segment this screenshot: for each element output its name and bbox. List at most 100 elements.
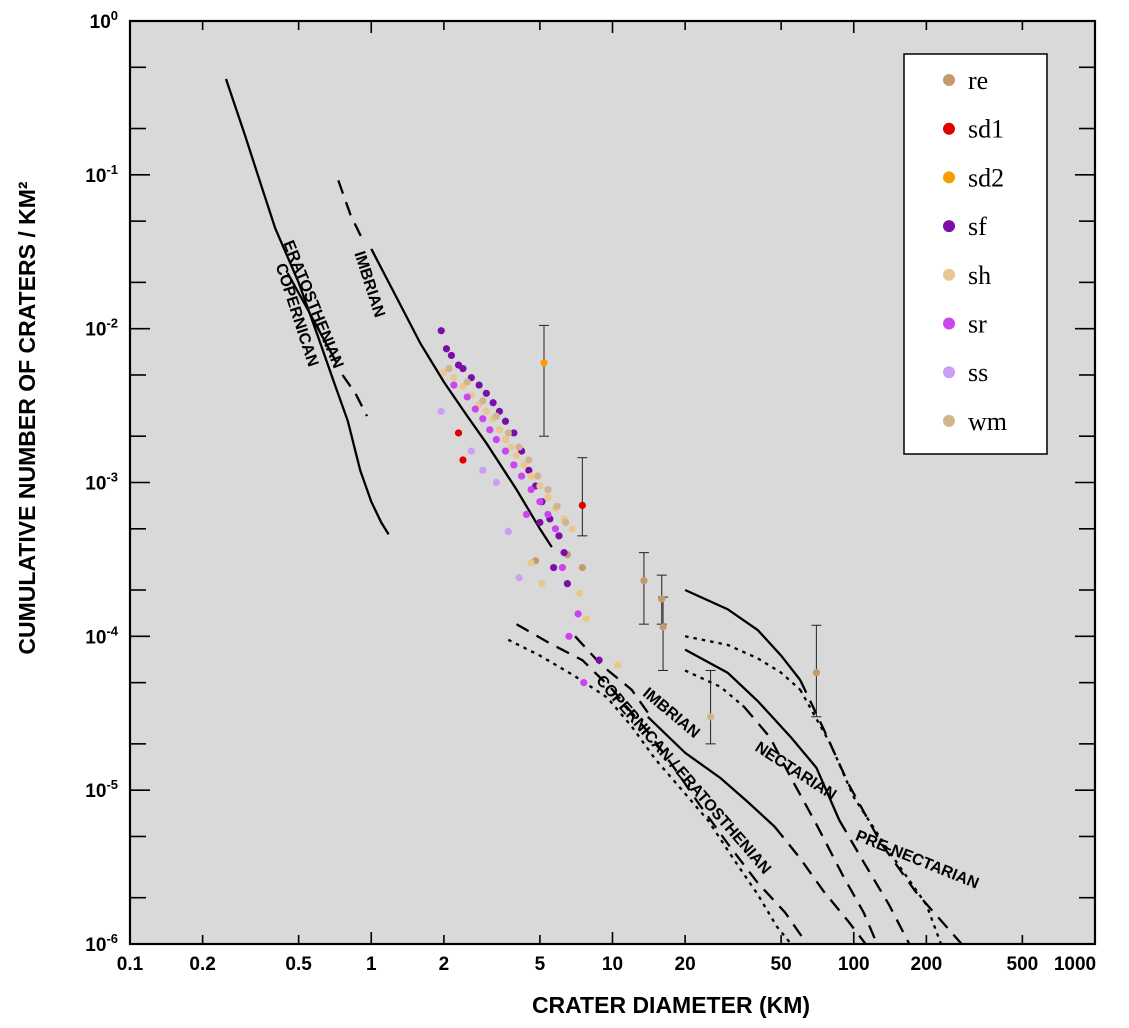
legend: re sd1 sd2 sf sh sr ss wm bbox=[903, 53, 1048, 455]
data-point-sf bbox=[536, 518, 544, 527]
data-point-sr bbox=[580, 679, 588, 687]
legend-marker bbox=[943, 122, 955, 135]
data-point-sh bbox=[512, 451, 521, 460]
data-point-wm bbox=[562, 518, 570, 527]
data-point-sf bbox=[447, 351, 456, 360]
legend-label: ss bbox=[968, 358, 988, 387]
reference-curve bbox=[684, 648, 841, 821]
data-point-wm bbox=[534, 472, 542, 480]
data-point-sr bbox=[558, 563, 567, 572]
x-tick-label: 20 bbox=[675, 954, 696, 975]
data-point-sr bbox=[501, 447, 510, 455]
data-points bbox=[437, 327, 820, 721]
data-point-sr bbox=[522, 510, 531, 519]
data-point-sf bbox=[595, 656, 603, 664]
reference-curve bbox=[773, 825, 867, 945]
data-point-sh bbox=[527, 472, 535, 480]
data-point-sh bbox=[440, 368, 448, 376]
x-tick-label: 1 bbox=[366, 954, 377, 975]
reference-curve bbox=[799, 679, 963, 945]
x-tick-label: 2 bbox=[439, 954, 450, 975]
data-point-re bbox=[659, 623, 667, 631]
data-point-sh bbox=[536, 482, 544, 490]
legend-label: sd2 bbox=[968, 163, 1004, 192]
data-point-re bbox=[658, 595, 666, 603]
legend-box bbox=[903, 53, 1048, 455]
data-point-sr bbox=[486, 426, 494, 434]
x-tick-label: 0.5 bbox=[285, 954, 312, 975]
data-point-re bbox=[812, 669, 820, 677]
data-point-wm bbox=[706, 713, 715, 721]
legend-marker bbox=[943, 74, 955, 86]
data-point-sf bbox=[482, 389, 490, 397]
data-point-wm bbox=[525, 456, 533, 464]
data-point-sh bbox=[507, 443, 515, 451]
y-tick-exponent: -3 bbox=[106, 470, 118, 485]
legend-label: wm bbox=[968, 407, 1007, 436]
legend-marker bbox=[943, 220, 955, 233]
x-tick-label: 200 bbox=[911, 954, 943, 975]
x-axis-tick-labels: 0.1 0.2 0.5 1 2 5 10 20 50 100 200 500 1000 bbox=[117, 954, 1096, 975]
data-point-wm bbox=[479, 397, 487, 405]
data-point-wm bbox=[553, 502, 561, 510]
reference-curve bbox=[370, 248, 553, 548]
reference-curve bbox=[341, 374, 369, 417]
data-point-sh bbox=[527, 559, 535, 567]
data-point-sh bbox=[538, 580, 546, 588]
data-point-sr bbox=[510, 461, 518, 469]
data-point-sf bbox=[510, 429, 518, 437]
data-point-ss bbox=[437, 407, 445, 415]
y-tick-base: 10 bbox=[85, 474, 106, 495]
x-tick-label: 500 bbox=[1007, 954, 1039, 975]
reference-curve bbox=[286, 272, 338, 364]
data-point-ss bbox=[504, 527, 512, 536]
reference-curve bbox=[742, 705, 879, 945]
data-point-sr bbox=[551, 525, 560, 533]
y-tick-exponent: -6 bbox=[106, 931, 118, 946]
axis-ticks bbox=[129, 20, 1095, 945]
data-point-sr bbox=[565, 632, 573, 640]
data-point-sh bbox=[450, 374, 458, 382]
data-point-sf bbox=[437, 327, 445, 335]
legend-marker bbox=[943, 317, 955, 330]
x-tick-label: 10 bbox=[602, 954, 623, 975]
data-point-sf bbox=[560, 549, 568, 557]
data-point-sd2 bbox=[540, 359, 548, 367]
reference-curve bbox=[337, 180, 364, 241]
data-point-sr bbox=[518, 472, 526, 480]
y-axis-title: CUMULATIVE NUMBER OF CRATERS / KM² bbox=[14, 181, 40, 655]
reference-curve bbox=[507, 638, 792, 945]
y-tick-label: 10-6 bbox=[85, 931, 118, 956]
y-tick-base: 10 bbox=[85, 320, 106, 341]
x-tick-label: 50 bbox=[771, 954, 792, 975]
legend-marker bbox=[943, 171, 955, 184]
data-point-wm bbox=[515, 443, 523, 451]
legend-marker bbox=[943, 366, 955, 379]
reference-curve bbox=[838, 819, 911, 945]
y-tick-exponent: -2 bbox=[106, 316, 118, 331]
data-point-re bbox=[578, 563, 586, 572]
y-tick-label: 10-2 bbox=[85, 316, 118, 341]
data-point-sd1 bbox=[578, 501, 586, 509]
y-tick-label: 100 bbox=[90, 8, 118, 33]
reference-curve bbox=[684, 588, 802, 681]
y-tick-exponent: 0 bbox=[111, 8, 118, 23]
data-point-sr bbox=[471, 405, 479, 413]
data-point-sr bbox=[479, 415, 487, 423]
data-point-wm bbox=[544, 485, 552, 494]
error-bars bbox=[538, 324, 822, 745]
data-point-sh bbox=[544, 493, 552, 502]
y-tick-exponent: -1 bbox=[106, 162, 118, 177]
y-tick-exponent: -4 bbox=[106, 623, 118, 638]
reference-curve bbox=[647, 715, 776, 828]
data-point-sf bbox=[563, 580, 571, 588]
reference-curve bbox=[799, 689, 943, 945]
x-axis-title: CRATER DIAMETER (KM) bbox=[532, 992, 810, 1018]
legend-marker bbox=[943, 414, 955, 427]
data-point-sf bbox=[475, 381, 483, 389]
data-point-sr bbox=[463, 393, 471, 401]
data-point-sr bbox=[536, 498, 544, 506]
reference-curve bbox=[515, 623, 808, 945]
